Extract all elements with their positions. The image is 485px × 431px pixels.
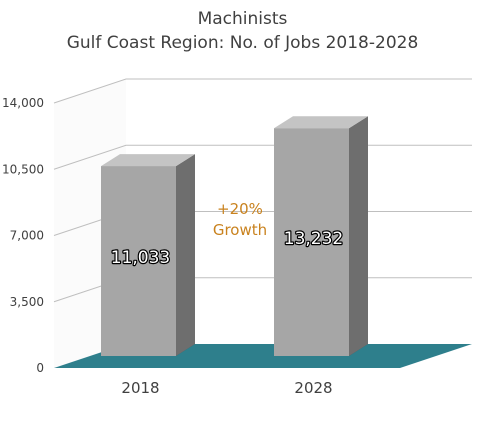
growth-annotation-label: Growth xyxy=(213,221,267,239)
chart-title: Machinists xyxy=(197,9,288,29)
gridline xyxy=(53,78,472,104)
chart-subtitle: Gulf Coast Region: No. of Jobs 2018-2028 xyxy=(66,33,419,53)
y-tick-label: 7,000 xyxy=(10,229,44,243)
bar xyxy=(101,166,176,356)
bar-top xyxy=(101,154,195,167)
y-tick-label: 10,500 xyxy=(2,162,44,176)
bar-side xyxy=(176,154,195,356)
bar xyxy=(274,128,349,356)
bar-value-label: 11,033 xyxy=(111,248,170,268)
bar-value-label: 13,232 xyxy=(284,229,343,249)
bar-top xyxy=(274,116,368,129)
y-tick-label: 0 xyxy=(36,361,44,375)
x-tick-label: 2028 xyxy=(294,379,332,397)
growth-annotation-percent: +20% xyxy=(217,200,263,218)
y-tick-label: 3,500 xyxy=(10,295,44,309)
y-tick-label: 14,000 xyxy=(2,96,44,110)
bar-side xyxy=(349,116,368,356)
x-tick-label: 2018 xyxy=(121,379,159,397)
